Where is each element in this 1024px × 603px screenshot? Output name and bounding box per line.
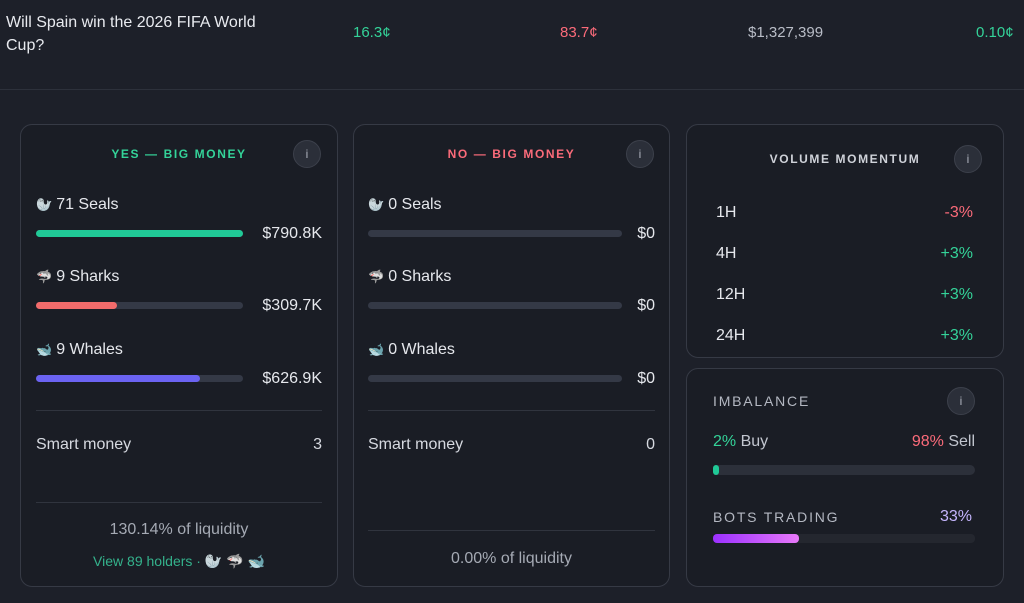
seal-icon: 🦭	[36, 198, 53, 213]
yes-info-icon[interactable]: i	[293, 140, 321, 168]
yes-seals-bar	[36, 230, 243, 237]
vm-label-1h: 1H	[716, 204, 737, 221]
yes-price: 16.3¢	[353, 24, 391, 41]
yes-divider	[36, 410, 322, 411]
imbalance-buy-fill	[713, 465, 720, 475]
imbalance-info-icon[interactable]: i	[947, 387, 975, 415]
market-title[interactable]: Will Spain win the 2026 FIFA World Cup?	[6, 14, 256, 54]
vm-value-1h: -3%	[944, 204, 973, 221]
vm-label-4h: 4H	[716, 245, 737, 262]
no-sharks-label: 🦈 0 Sharks	[368, 268, 452, 285]
no-info-icon[interactable]: i	[626, 140, 654, 168]
no-whales-amount: $0	[637, 370, 655, 387]
imbalance-buy: 2% Buy	[713, 433, 768, 451]
yes-seals-label: 🦭 71 Seals	[36, 196, 119, 213]
yes-sharks-bar	[36, 302, 243, 309]
yes-whales-label: 🐋 9 Whales	[36, 341, 123, 358]
yes-liquidity: 130.14% of liquidity	[109, 521, 249, 538]
no-smart-money-value: 0	[646, 436, 655, 453]
market-volume: $1,327,399	[748, 24, 824, 41]
shark-icon: 🦈	[36, 270, 53, 285]
no-smart-money-label: Smart money	[368, 436, 464, 453]
yes-smart-money-value: 3	[313, 436, 322, 453]
sell-percent: 98%	[911, 433, 944, 450]
market-spread: 0.10¢	[976, 24, 1014, 41]
yes-seals-amount: $790.8K	[262, 225, 322, 242]
yes-whales-bar-fill	[36, 375, 200, 382]
no-card-title: NO — BIG MONEY	[447, 147, 576, 161]
yes-divider-2	[36, 502, 322, 503]
buy-percent: 2%	[713, 433, 737, 450]
bots-trading-fill	[713, 534, 800, 543]
volume-momentum-title: VOLUME MOMENTUM	[769, 152, 921, 166]
no-price: 83.7¢	[560, 24, 598, 41]
no-seals-label: 🦭 0 Seals	[368, 196, 442, 213]
whale-icon: 🐋	[36, 343, 53, 358]
seal-icon: 🦭	[368, 198, 385, 213]
vm-label-24h: 24H	[716, 327, 746, 344]
no-whales-bar	[368, 375, 622, 382]
yes-sharks-label: 🦈 9 Sharks	[36, 268, 120, 285]
sell-label: Sell	[948, 433, 975, 450]
yes-sharks-bar-fill	[36, 302, 117, 309]
vm-value-4h: +3%	[940, 245, 973, 262]
no-seals-bar	[368, 230, 622, 237]
bots-trading-value: 33%	[940, 508, 973, 525]
no-sharks-amount: $0	[637, 297, 655, 314]
yes-big-money-card	[20, 124, 338, 587]
whale-icon: 🐋	[368, 343, 385, 358]
yes-smart-money-label: Smart money	[36, 436, 132, 453]
no-whales-label: 🐋 0 Whales	[368, 341, 455, 358]
bots-trading-title: BOTS TRADING	[713, 509, 840, 525]
vm-label-12h: 12H	[716, 286, 746, 303]
yes-whales-bar	[36, 375, 243, 382]
no-divider	[368, 410, 655, 411]
imbalance-title: IMBALANCE	[713, 393, 811, 409]
buy-label: Buy	[740, 433, 769, 450]
no-divider-2	[368, 530, 655, 531]
no-big-money-card	[353, 124, 670, 587]
imbalance-sell: 98% Sell	[912, 433, 975, 451]
no-seals-amount: $0	[637, 225, 655, 242]
volume-momentum-info-icon[interactable]: i	[954, 145, 982, 173]
yes-whales-amount: $626.9K	[262, 370, 322, 387]
imbalance-bar	[713, 465, 975, 475]
bots-trading-bar	[713, 534, 975, 543]
no-sharks-bar	[368, 302, 622, 309]
no-liquidity: 0.00% of liquidity	[451, 550, 572, 567]
market-row[interactable]: Will Spain win the 2026 FIFA World Cup? …	[0, 0, 1024, 90]
yes-sharks-amount: $309.7K	[262, 297, 322, 314]
vm-value-24h: +3%	[940, 327, 973, 344]
shark-icon: 🦈	[368, 270, 385, 285]
view-holders-link[interactable]: View 89 holders · 🦭 🦈 🐋	[93, 553, 265, 569]
yes-seals-bar-fill	[36, 230, 243, 237]
vm-value-12h: +3%	[940, 286, 973, 303]
yes-card-title: YES — BIG MONEY	[111, 147, 247, 161]
volume-momentum-card	[686, 124, 1004, 358]
